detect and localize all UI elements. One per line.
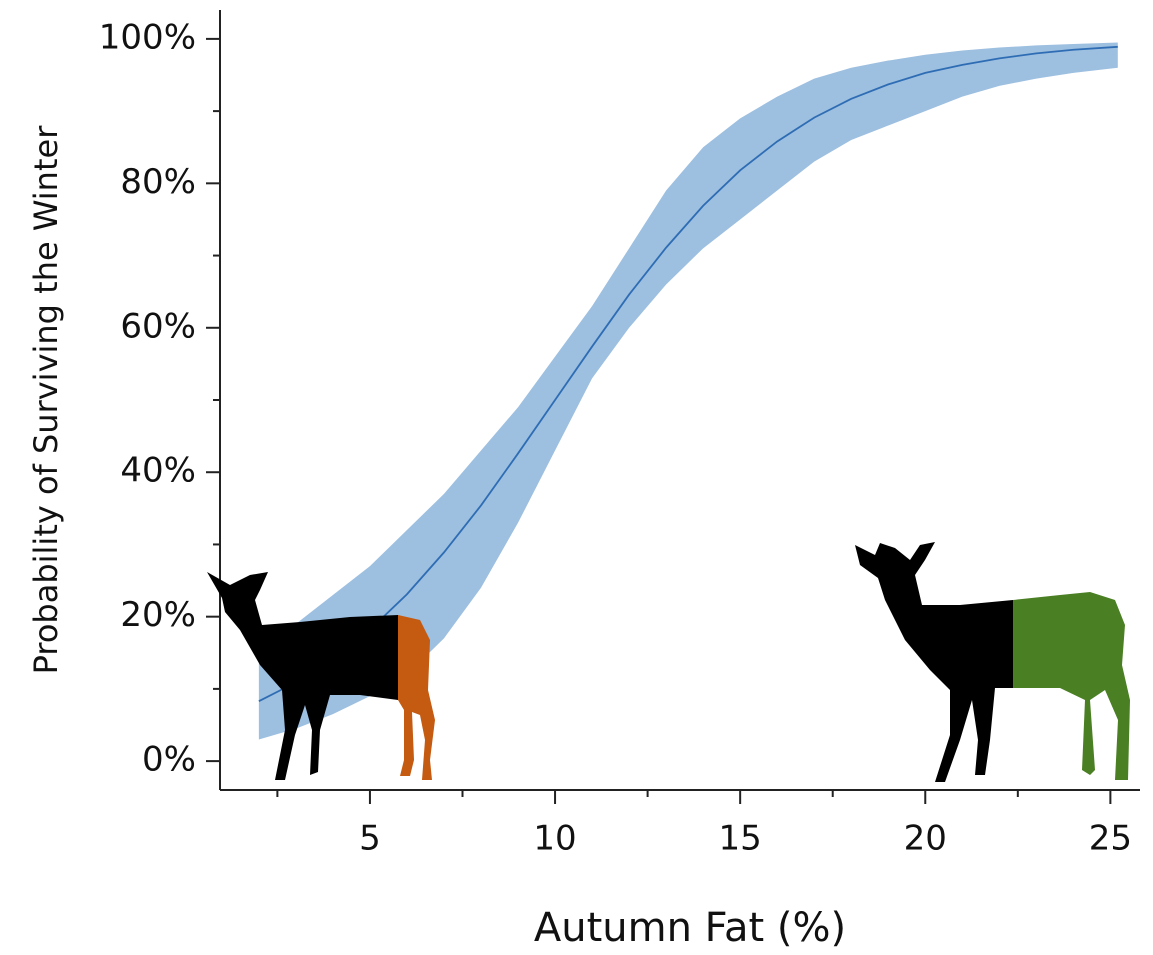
x-tick-label: 20 xyxy=(904,819,947,859)
x-tick-label: 5 xyxy=(359,819,381,859)
chart: Probability of Surviving the Winter Autu… xyxy=(0,0,1153,955)
y-axis-title: Probability of Surviving the Winter xyxy=(27,125,65,675)
x-tick-label: 10 xyxy=(533,819,576,859)
deer-fat xyxy=(398,615,435,780)
x-axis-title: Autumn Fat (%) xyxy=(534,905,846,951)
x-tick-label: 25 xyxy=(1089,819,1132,859)
deer-silhouette xyxy=(855,542,1013,782)
y-tick-label: 60% xyxy=(120,306,196,346)
y-tick-label: 100% xyxy=(99,17,196,57)
y-tick-label: 20% xyxy=(120,595,196,635)
y-tick-label: 40% xyxy=(120,451,196,491)
y-tick-label: 80% xyxy=(120,162,196,202)
deer-fat xyxy=(1013,592,1130,780)
deer-right xyxy=(855,542,1130,782)
y-tick-label: 0% xyxy=(142,740,196,780)
x-tick-label: 15 xyxy=(719,819,762,859)
